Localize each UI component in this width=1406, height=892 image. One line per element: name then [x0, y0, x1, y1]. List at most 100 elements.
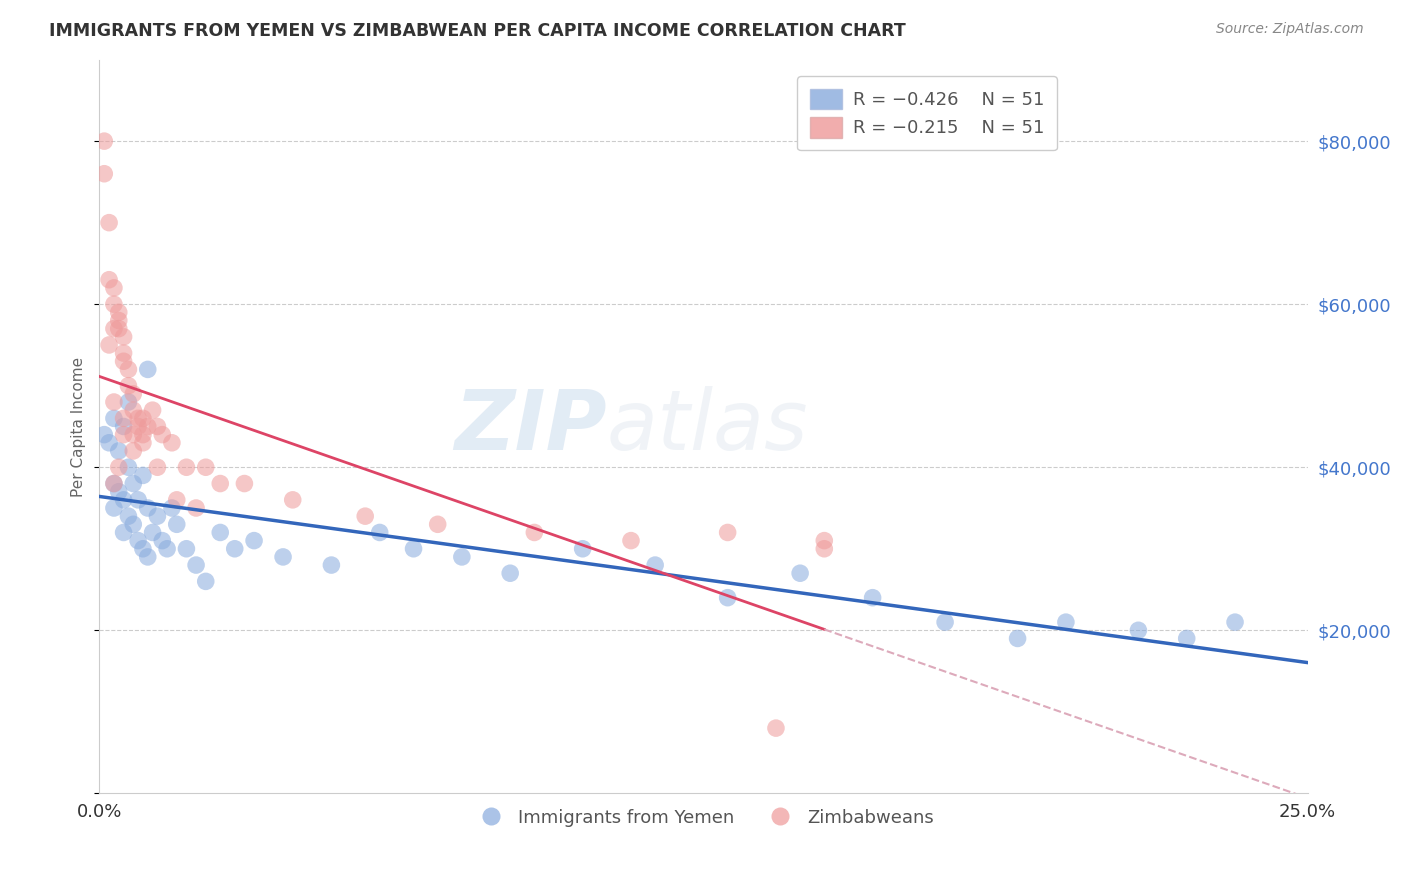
Point	[156, 541, 179, 556]
Point	[136, 362, 159, 376]
Point	[717, 525, 740, 540]
Point	[150, 533, 173, 548]
Point	[176, 541, 198, 556]
Point	[209, 476, 232, 491]
Point	[243, 533, 266, 548]
Point	[127, 492, 149, 507]
Point	[146, 509, 169, 524]
Point	[426, 517, 449, 532]
Point	[765, 721, 787, 735]
Point	[184, 558, 207, 572]
Point	[107, 321, 129, 335]
Text: ZIP: ZIP	[454, 386, 607, 467]
Point	[146, 419, 169, 434]
Point	[499, 566, 522, 581]
Point	[813, 533, 835, 548]
Point	[1175, 632, 1198, 646]
Point	[166, 517, 188, 532]
Point	[1128, 624, 1150, 638]
Text: IMMIGRANTS FROM YEMEN VS ZIMBABWEAN PER CAPITA INCOME CORRELATION CHART: IMMIGRANTS FROM YEMEN VS ZIMBABWEAN PER …	[49, 22, 905, 40]
Point	[132, 427, 155, 442]
Point	[620, 533, 643, 548]
Point	[122, 387, 145, 401]
Point	[117, 509, 139, 524]
Point	[93, 167, 115, 181]
Point	[176, 460, 198, 475]
Point	[136, 419, 159, 434]
Point	[117, 460, 139, 475]
Point	[112, 427, 135, 442]
Text: atlas: atlas	[607, 386, 808, 467]
Point	[98, 216, 121, 230]
Point	[146, 460, 169, 475]
Point	[132, 411, 155, 425]
Point	[103, 476, 125, 491]
Point	[112, 330, 135, 344]
Point	[194, 574, 217, 589]
Point	[862, 591, 884, 605]
Point	[1054, 615, 1077, 629]
Point	[281, 492, 304, 507]
Point	[98, 338, 121, 352]
Point	[136, 549, 159, 564]
Legend: Immigrants from Yemen, Zimbabweans: Immigrants from Yemen, Zimbabweans	[464, 799, 942, 836]
Point	[194, 460, 217, 475]
Point	[150, 427, 173, 442]
Point	[112, 525, 135, 540]
Point	[934, 615, 956, 629]
Point	[224, 541, 246, 556]
Point	[523, 525, 546, 540]
Text: Source: ZipAtlas.com: Source: ZipAtlas.com	[1216, 22, 1364, 37]
Point	[184, 501, 207, 516]
Point	[717, 591, 740, 605]
Point	[354, 509, 377, 524]
Point	[122, 476, 145, 491]
Point	[103, 501, 125, 516]
Point	[122, 403, 145, 417]
Point	[122, 444, 145, 458]
Point	[122, 427, 145, 442]
Point	[103, 297, 125, 311]
Point	[122, 517, 145, 532]
Point	[107, 484, 129, 499]
Point	[321, 558, 343, 572]
Point	[127, 411, 149, 425]
Point	[1223, 615, 1246, 629]
Point	[271, 549, 294, 564]
Point	[142, 403, 165, 417]
Point	[112, 419, 135, 434]
Point	[93, 134, 115, 148]
Point	[112, 492, 135, 507]
Point	[136, 501, 159, 516]
Point	[117, 395, 139, 409]
Point	[117, 362, 139, 376]
Point	[103, 395, 125, 409]
Point	[166, 492, 188, 507]
Point	[98, 435, 121, 450]
Point	[107, 313, 129, 327]
Point	[209, 525, 232, 540]
Point	[103, 411, 125, 425]
Point	[132, 468, 155, 483]
Point	[103, 281, 125, 295]
Point	[160, 501, 183, 516]
Point	[450, 549, 472, 564]
Point	[402, 541, 425, 556]
Point	[142, 525, 165, 540]
Point	[132, 435, 155, 450]
Point	[103, 321, 125, 335]
Point	[103, 476, 125, 491]
Point	[571, 541, 593, 556]
Point	[368, 525, 391, 540]
Y-axis label: Per Capita Income: Per Capita Income	[72, 357, 86, 497]
Point	[233, 476, 256, 491]
Point	[112, 346, 135, 360]
Point	[112, 411, 135, 425]
Point	[127, 533, 149, 548]
Point	[160, 435, 183, 450]
Point	[107, 305, 129, 319]
Point	[117, 378, 139, 392]
Point	[93, 427, 115, 442]
Point	[644, 558, 666, 572]
Point	[132, 541, 155, 556]
